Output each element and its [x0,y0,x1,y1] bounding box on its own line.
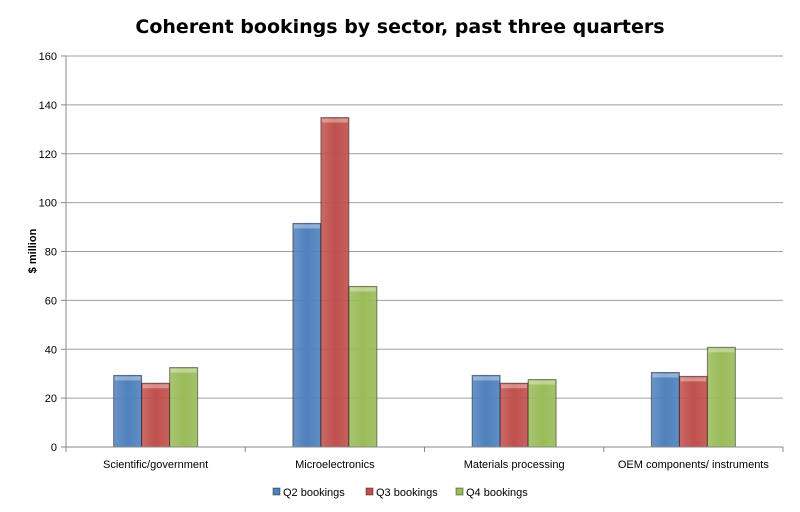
bar-group [706,346,736,448]
x-tick-label: Microelectronics [295,459,375,471]
bar-group [292,222,322,448]
bar-group [471,374,501,448]
bar-group [169,367,199,448]
bar-bevel [529,380,556,385]
bar-bevel [293,224,320,229]
bar-q4-bookings [706,346,736,448]
bar-group [141,382,171,448]
y-tick-label: 120 [39,149,57,161]
y-tick-label: 160 [39,51,57,63]
bar-bevel [321,118,348,123]
bar-q3-bookings [320,117,350,448]
bar-bevel [142,384,169,389]
bar-group [499,382,529,448]
bar-q4-bookings [348,285,378,448]
legend-swatch [272,487,281,496]
bar-group [348,285,378,448]
y-axis-label: $ million [27,228,39,273]
bar-q2-bookings [650,371,680,448]
bar-q3-bookings [678,375,708,448]
chart-title: Coherent bookings by sector, past three … [135,16,664,38]
legend-label: Q2 bookings [283,487,345,499]
y-tick-label: 20 [45,393,57,405]
y-tick-label: 40 [45,344,57,356]
bar-group [650,371,680,448]
x-tick-label: Scientific/government [103,459,208,471]
x-tick-label: OEM components/ instruments [618,459,770,471]
y-tick-label: 0 [51,442,57,454]
y-tick-label: 80 [45,247,57,259]
bar-q4-bookings [527,379,557,448]
bar-q2-bookings [471,374,501,448]
bar-bevel [680,377,707,382]
bar-bevel [114,376,141,381]
bar-bevel [170,368,197,373]
y-tick-label: 60 [45,295,57,307]
bar-bevel [349,287,376,292]
x-tick-label: Materials processing [464,459,565,471]
bar-group [320,117,350,448]
bar-bevel [473,376,500,381]
bar-q3-bookings [499,382,529,448]
legend-label: Q4 bookings [466,487,528,499]
bar-group [113,374,143,448]
bar-q2-bookings [113,374,143,448]
legend-swatch [455,487,464,496]
bar-bevel [652,373,679,378]
legend-swatch [365,487,374,496]
bar-q3-bookings [141,382,171,448]
y-tick-label: 100 [39,198,57,210]
bar-bevel [708,348,735,353]
bar-q2-bookings [292,222,322,448]
bar-group [678,375,708,448]
bar-group [527,379,557,448]
y-tick-label: 140 [39,100,57,112]
legend-label: Q3 bookings [376,487,438,499]
bar-q4-bookings [169,367,199,448]
bar-bevel [501,384,528,389]
